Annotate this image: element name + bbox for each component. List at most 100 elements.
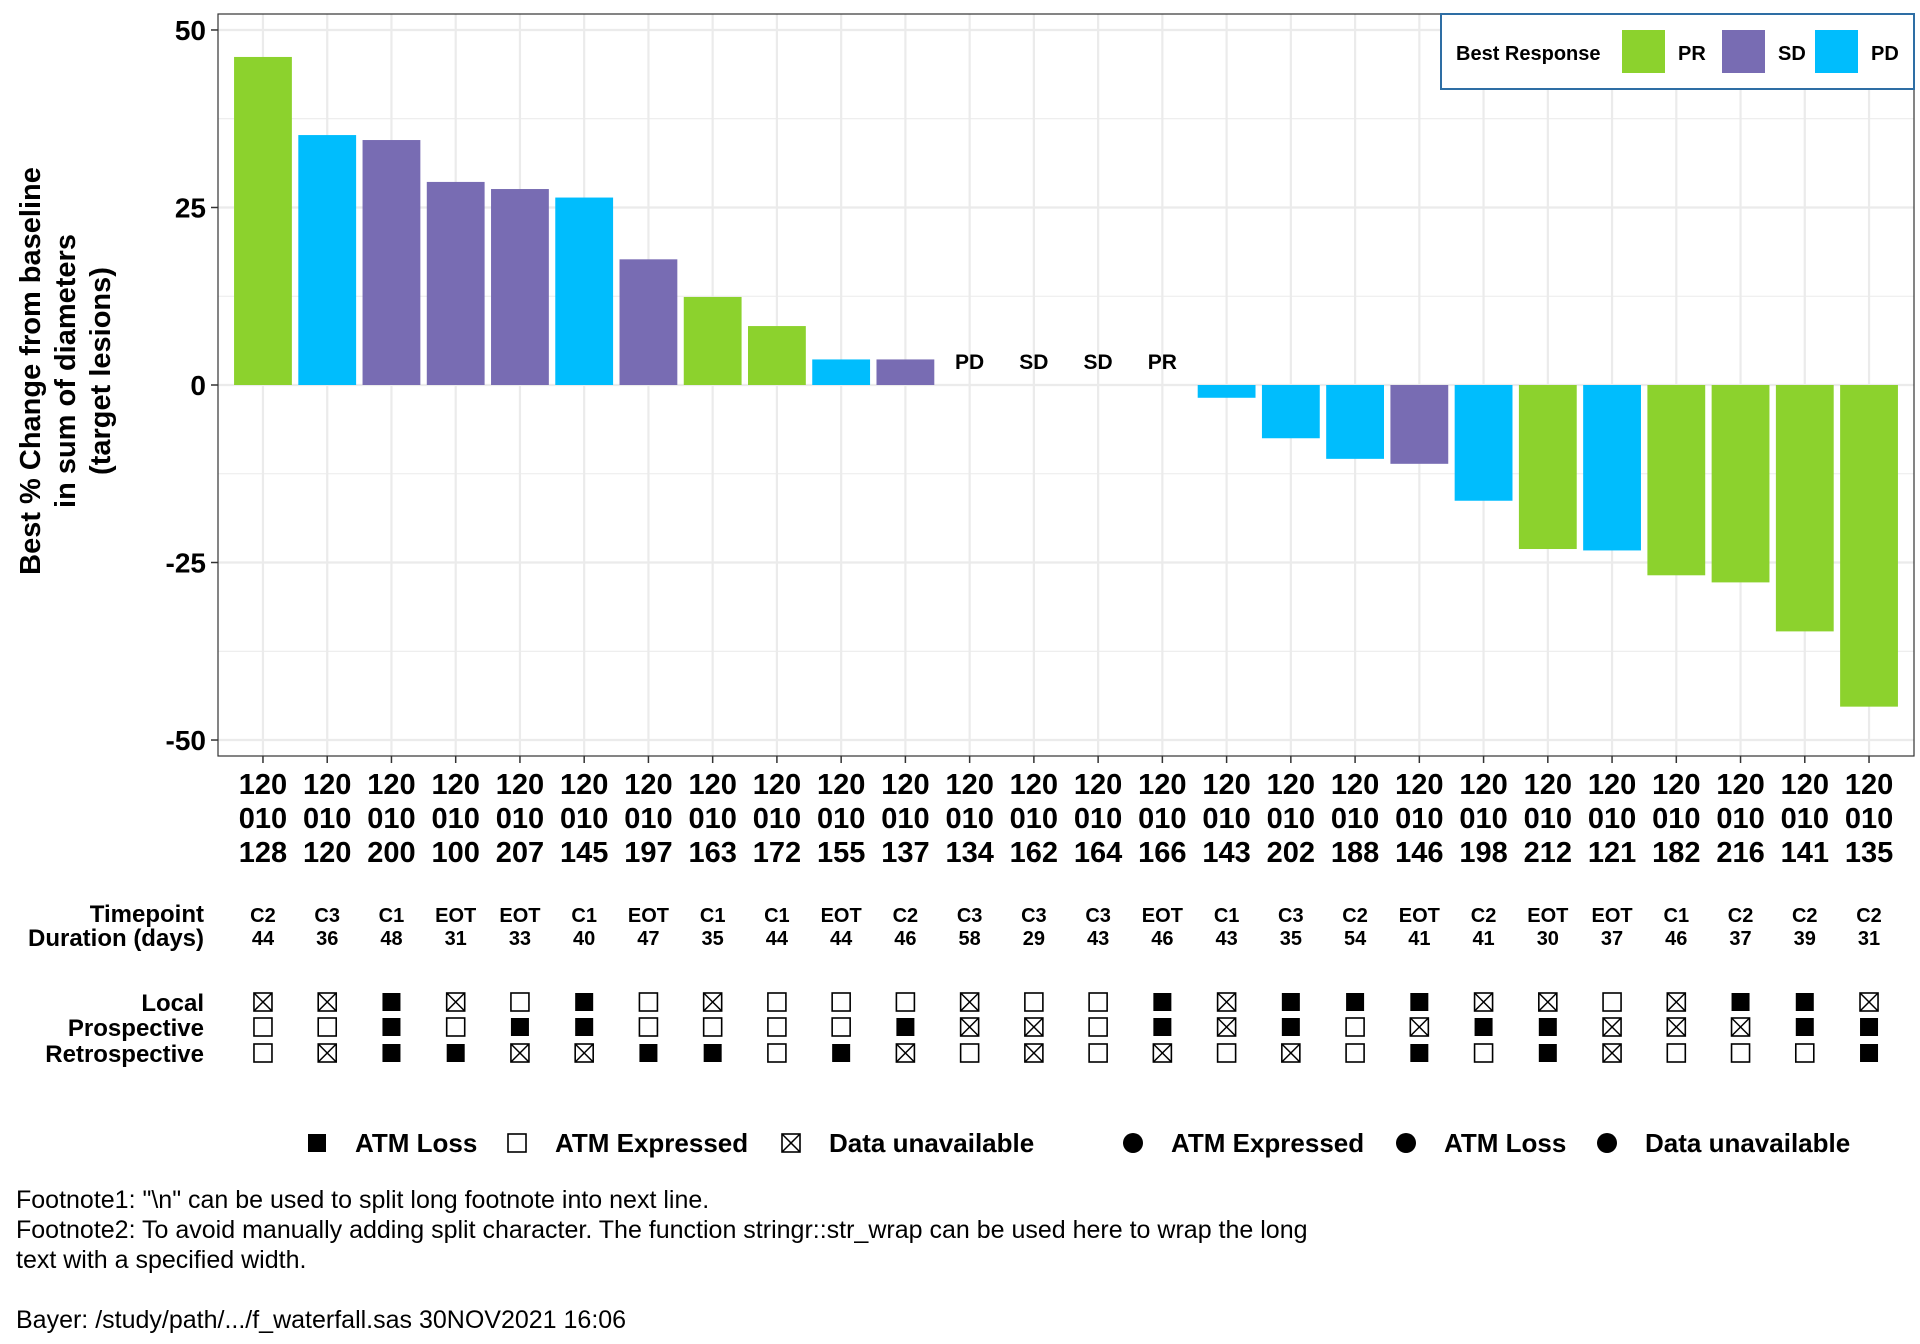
status-row-label-retrospective: Retrospective	[45, 1041, 204, 1068]
bar-120-010-121	[1583, 385, 1641, 551]
x-tick-label: 010	[1524, 803, 1572, 835]
legend-key-pr	[1622, 30, 1665, 73]
bar-120-010-143	[1197, 385, 1256, 398]
status-symbol	[959, 1043, 980, 1063]
x-tick-label: 207	[496, 837, 544, 869]
status-symbol-cross	[1666, 1017, 1686, 1037]
status-symbol-cross	[1602, 1017, 1622, 1037]
status-symbol	[638, 1017, 659, 1037]
x-tick-label: 120	[1716, 769, 1764, 801]
bar-120-010-198	[1454, 385, 1513, 501]
x-tick-label: 010	[303, 803, 351, 835]
x-tick-label: 010	[1845, 803, 1893, 835]
status-symbol	[1281, 1018, 1300, 1036]
status-symbol	[1088, 1017, 1108, 1037]
duration-value: 31	[445, 928, 467, 950]
timepoint-value: C2	[1471, 905, 1497, 927]
dot-legend-label: Data unavailable	[1645, 1128, 1850, 1158]
timepoint-value: EOT	[499, 905, 540, 927]
duration-value: 44	[830, 928, 853, 950]
status-symbol	[1602, 992, 1622, 1012]
x-tick-label: 163	[688, 837, 736, 869]
x-tick-label: 010	[753, 803, 801, 835]
status-symbol-cross	[960, 992, 980, 1012]
bar-120-010-172	[748, 326, 806, 385]
x-tick-label: 100	[432, 837, 480, 869]
status-symbol	[1860, 1044, 1879, 1062]
x-tick-label: 010	[1202, 803, 1250, 835]
legend-label-pd: PD	[1871, 43, 1899, 65]
status-legend-label: ATM Loss	[355, 1128, 477, 1158]
duration-value: 44	[766, 928, 789, 950]
x-tick-label: 010	[1074, 803, 1122, 835]
status-symbol	[703, 1044, 722, 1062]
x-tick-label: 120	[560, 769, 608, 801]
timepoint-value: EOT	[628, 905, 669, 927]
duration-value: 30	[1537, 928, 1559, 950]
x-tick-label: 120	[1331, 769, 1379, 801]
status-symbol	[896, 1018, 915, 1036]
x-tick-label: 010	[1010, 803, 1058, 835]
timepoint-value: C1	[1214, 905, 1240, 927]
bar-120-010-163	[683, 296, 742, 385]
dot-legend-key	[1123, 1133, 1143, 1153]
status-legend-label: Data unavailable	[829, 1128, 1034, 1158]
timepoint-value: C1	[1664, 905, 1690, 927]
bar-120-010-202	[1261, 385, 1320, 439]
x-tick-label: 137	[881, 837, 929, 869]
x-tick-label: 135	[1845, 837, 1893, 869]
status-symbol	[1153, 1018, 1172, 1036]
status-symbol	[767, 1043, 787, 1063]
status-symbol-cross	[574, 1043, 594, 1063]
x-tick-label: 182	[1652, 837, 1700, 869]
status-symbol	[253, 1017, 273, 1037]
x-tick-label: 120	[239, 769, 287, 801]
y-axis-label: (target lesions)	[85, 267, 117, 475]
status-symbol-cross	[317, 1043, 337, 1063]
x-tick-label: 120	[496, 769, 544, 801]
status-symbol-cross	[1731, 1017, 1751, 1037]
y-tick-label: 50	[175, 15, 206, 46]
duration-value: 31	[1858, 928, 1880, 950]
x-tick-label: 010	[496, 803, 544, 835]
x-tick-label: 010	[1138, 803, 1186, 835]
status-symbol	[1153, 993, 1172, 1011]
x-tick-label: 120	[1267, 769, 1315, 801]
x-tick-label: 010	[688, 803, 736, 835]
zero-bar-label: SD	[1019, 351, 1048, 374]
timepoint-value: EOT	[1591, 905, 1632, 927]
status-symbol	[639, 1044, 658, 1062]
status-symbol-cross	[1217, 992, 1237, 1012]
status-symbol-cross	[1859, 992, 1879, 1012]
timepoint-value: C2	[893, 905, 919, 927]
source-line: Bayer: /study/path/.../f_waterfall.sas 3…	[16, 1306, 627, 1334]
x-tick-label: 010	[1395, 803, 1443, 835]
timepoint-value: C2	[1728, 905, 1754, 927]
x-tick-label: 188	[1331, 837, 1379, 869]
status-symbol	[575, 993, 594, 1011]
dot-legend-key	[1597, 1133, 1617, 1153]
x-tick-label: 120	[303, 769, 351, 801]
status-legend-key	[308, 1134, 326, 1152]
status-symbol-cross	[1024, 1017, 1044, 1037]
status-symbol	[317, 1017, 338, 1037]
x-tick-label: 134	[945, 837, 993, 869]
x-tick-label: 120	[1010, 769, 1058, 801]
x-tick-label: 216	[1716, 837, 1764, 869]
x-tick-label: 120	[881, 769, 929, 801]
status-symbol	[1795, 993, 1814, 1011]
x-tick-label: 010	[881, 803, 929, 835]
bar-120-010-120	[298, 135, 357, 385]
bar-120-010-207	[491, 189, 549, 385]
timepoint-value: EOT	[435, 905, 476, 927]
x-tick-label: 166	[1138, 837, 1186, 869]
status-symbol	[832, 1044, 851, 1062]
bar-120-010-188	[1326, 385, 1384, 459]
duration-value: 39	[1794, 928, 1816, 950]
x-tick-label: 120	[753, 769, 801, 801]
bar-120-010-216	[1711, 385, 1770, 583]
status-symbol-cross	[1602, 1043, 1622, 1063]
x-tick-label: 120	[945, 769, 993, 801]
timepoint-value: EOT	[1142, 905, 1183, 927]
status-symbol	[1731, 993, 1750, 1011]
